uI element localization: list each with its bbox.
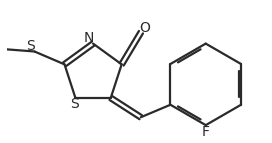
- Text: O: O: [139, 21, 150, 35]
- Text: S: S: [26, 39, 35, 53]
- Text: N: N: [84, 31, 94, 45]
- Text: F: F: [202, 125, 210, 139]
- Text: S: S: [70, 97, 79, 111]
